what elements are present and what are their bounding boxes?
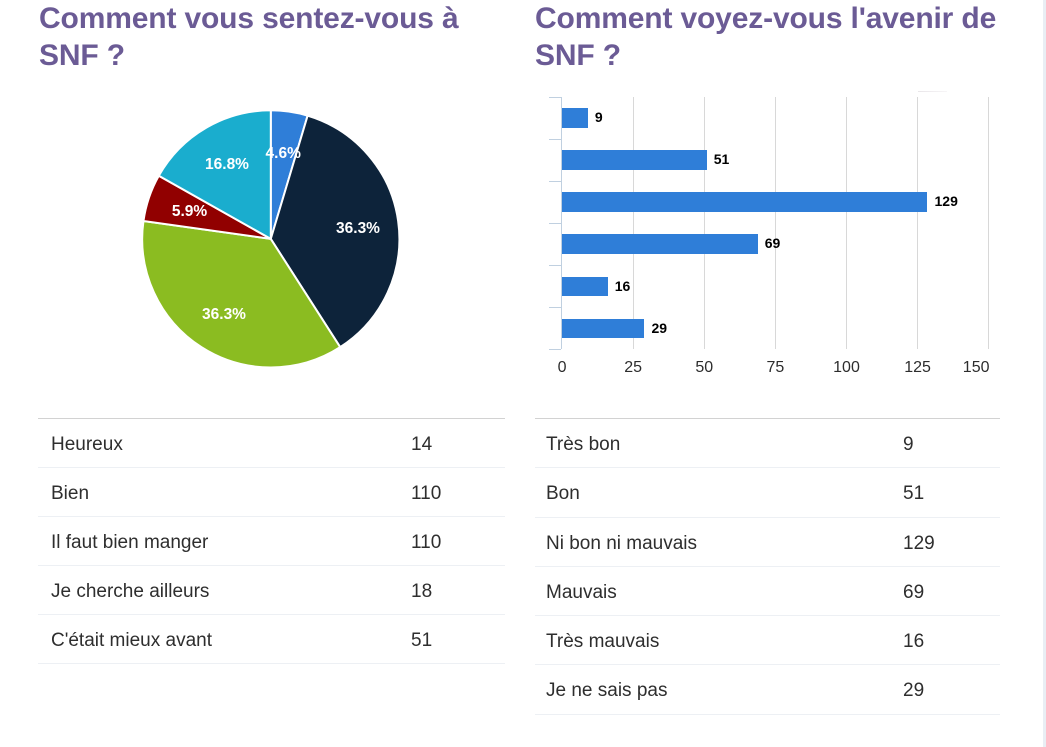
svg-text:4.6%: 4.6% xyxy=(266,145,302,162)
svg-text:36.3%: 36.3% xyxy=(336,220,380,237)
svg-text:5.9%: 5.9% xyxy=(172,203,208,220)
svg-text:16.8%: 16.8% xyxy=(205,156,249,173)
svg-text:36.3%: 36.3% xyxy=(202,306,246,323)
